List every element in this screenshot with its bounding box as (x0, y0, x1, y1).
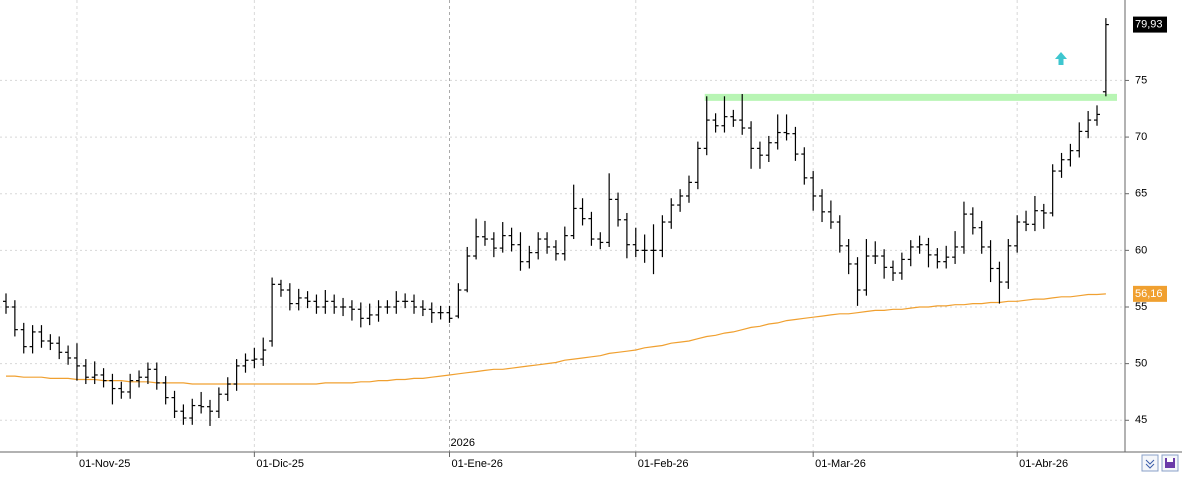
x-tick-label: 01-Mar-26 (815, 458, 866, 470)
x-tick-label: 01-Abr-26 (1019, 458, 1068, 470)
up-arrow (1055, 52, 1067, 65)
y-tick-label: 50 (1135, 358, 1147, 370)
save-icon-slot (1167, 458, 1173, 462)
year-marker: 2026 (451, 437, 475, 449)
y-tick-label: 65 (1135, 188, 1147, 200)
y-tick-label: 60 (1135, 244, 1147, 256)
save-icon (1165, 458, 1175, 468)
x-tick-label: 01-Feb-26 (638, 458, 689, 470)
last-price-box (1133, 16, 1167, 33)
zoom-icon (1145, 459, 1155, 469)
ma-price-label: 56,16 (1135, 288, 1163, 300)
ma-price-box (1133, 285, 1167, 302)
y-tick-label: 70 (1135, 131, 1147, 143)
scroll-buttons (1141, 454, 1179, 472)
y-tick-label: 75 (1135, 74, 1147, 86)
y-tick-label: 45 (1135, 414, 1147, 426)
x-tick-label: 01-Nov-25 (79, 458, 130, 470)
last-price-label: 79,93 (1135, 18, 1163, 30)
y-tick-label: 55 (1135, 301, 1147, 313)
moving-average (6, 293, 1106, 385)
marks (3, 18, 1117, 426)
x-tick-label: 01-Dic-25 (256, 458, 304, 470)
zoom-button[interactable] (1141, 454, 1159, 472)
x-tick-label: 01-Ene-26 (452, 458, 503, 470)
